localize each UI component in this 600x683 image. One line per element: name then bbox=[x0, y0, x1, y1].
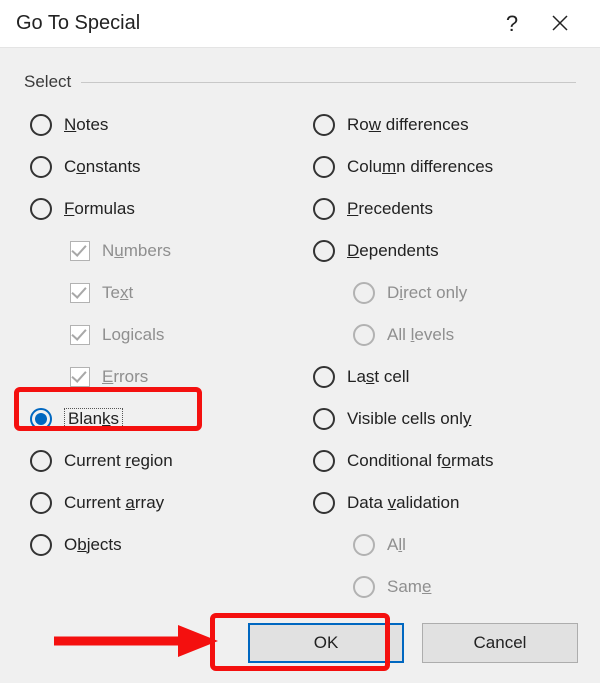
radio-icon bbox=[353, 282, 375, 304]
option-all-levels: All levels bbox=[313, 314, 586, 356]
option-same: Same bbox=[313, 566, 586, 608]
checkbox-icon bbox=[70, 283, 90, 303]
select-label: Select bbox=[24, 72, 71, 92]
option-formulas[interactable]: Formulas bbox=[30, 188, 303, 230]
option-current-region[interactable]: Current region bbox=[30, 440, 303, 482]
option-constants[interactable]: Constants bbox=[30, 146, 303, 188]
checkbox-numbers: Numbers bbox=[30, 230, 303, 272]
option-all: All bbox=[313, 524, 586, 566]
right-column: Row differences Column differences Prece… bbox=[303, 104, 586, 608]
option-precedents[interactable]: Precedents bbox=[313, 188, 586, 230]
section-rule bbox=[81, 82, 576, 83]
option-objects[interactable]: Objects bbox=[30, 524, 303, 566]
radio-icon bbox=[313, 408, 335, 430]
radio-icon bbox=[313, 366, 335, 388]
option-data-validation[interactable]: Data validation bbox=[313, 482, 586, 524]
checkbox-text: Text bbox=[30, 272, 303, 314]
radio-icon bbox=[313, 156, 335, 178]
checkbox-logicals: Logicals bbox=[30, 314, 303, 356]
radio-icon bbox=[30, 534, 52, 556]
checkbox-icon bbox=[70, 241, 90, 261]
radio-icon bbox=[353, 324, 375, 346]
option-visible-cells-only[interactable]: Visible cells only bbox=[313, 398, 586, 440]
option-current-array[interactable]: Current array bbox=[30, 482, 303, 524]
option-dependents[interactable]: Dependents bbox=[313, 230, 586, 272]
radio-icon bbox=[30, 114, 52, 136]
ok-button[interactable]: OK bbox=[248, 623, 404, 663]
radio-icon bbox=[313, 198, 335, 220]
radio-icon bbox=[313, 450, 335, 472]
option-conditional-formats[interactable]: Conditional formats bbox=[313, 440, 586, 482]
checkbox-icon bbox=[70, 325, 90, 345]
go-to-special-dialog: Go To Special ? Select Notes Constants F… bbox=[0, 0, 600, 683]
checkbox-errors: Errors bbox=[30, 356, 303, 398]
cancel-button[interactable]: Cancel bbox=[422, 623, 578, 663]
option-notes[interactable]: Notes bbox=[30, 104, 303, 146]
radio-icon bbox=[313, 114, 335, 136]
option-blanks[interactable]: Blanks bbox=[30, 398, 303, 440]
options-columns: Notes Constants Formulas Numbers Text Lo bbox=[0, 92, 600, 608]
radio-icon bbox=[30, 450, 52, 472]
radio-icon bbox=[353, 576, 375, 598]
radio-icon bbox=[313, 492, 335, 514]
help-icon[interactable]: ? bbox=[488, 0, 536, 48]
checkbox-icon bbox=[70, 367, 90, 387]
option-last-cell[interactable]: Last cell bbox=[313, 356, 586, 398]
close-icon[interactable] bbox=[536, 0, 584, 48]
option-column-differences[interactable]: Column differences bbox=[313, 146, 586, 188]
radio-icon bbox=[30, 156, 52, 178]
dialog-buttons: OK Cancel bbox=[248, 623, 578, 663]
titlebar: Go To Special ? bbox=[0, 0, 600, 48]
radio-icon bbox=[353, 534, 375, 556]
arrow-icon bbox=[50, 623, 220, 659]
radio-icon bbox=[313, 240, 335, 262]
option-row-differences[interactable]: Row differences bbox=[313, 104, 586, 146]
dialog-title: Go To Special bbox=[16, 12, 488, 35]
left-column: Notes Constants Formulas Numbers Text Lo bbox=[30, 104, 303, 608]
select-section: Select bbox=[0, 48, 600, 92]
radio-icon bbox=[30, 408, 52, 430]
option-direct-only: Direct only bbox=[313, 272, 586, 314]
radio-icon bbox=[30, 198, 52, 220]
radio-icon bbox=[30, 492, 52, 514]
